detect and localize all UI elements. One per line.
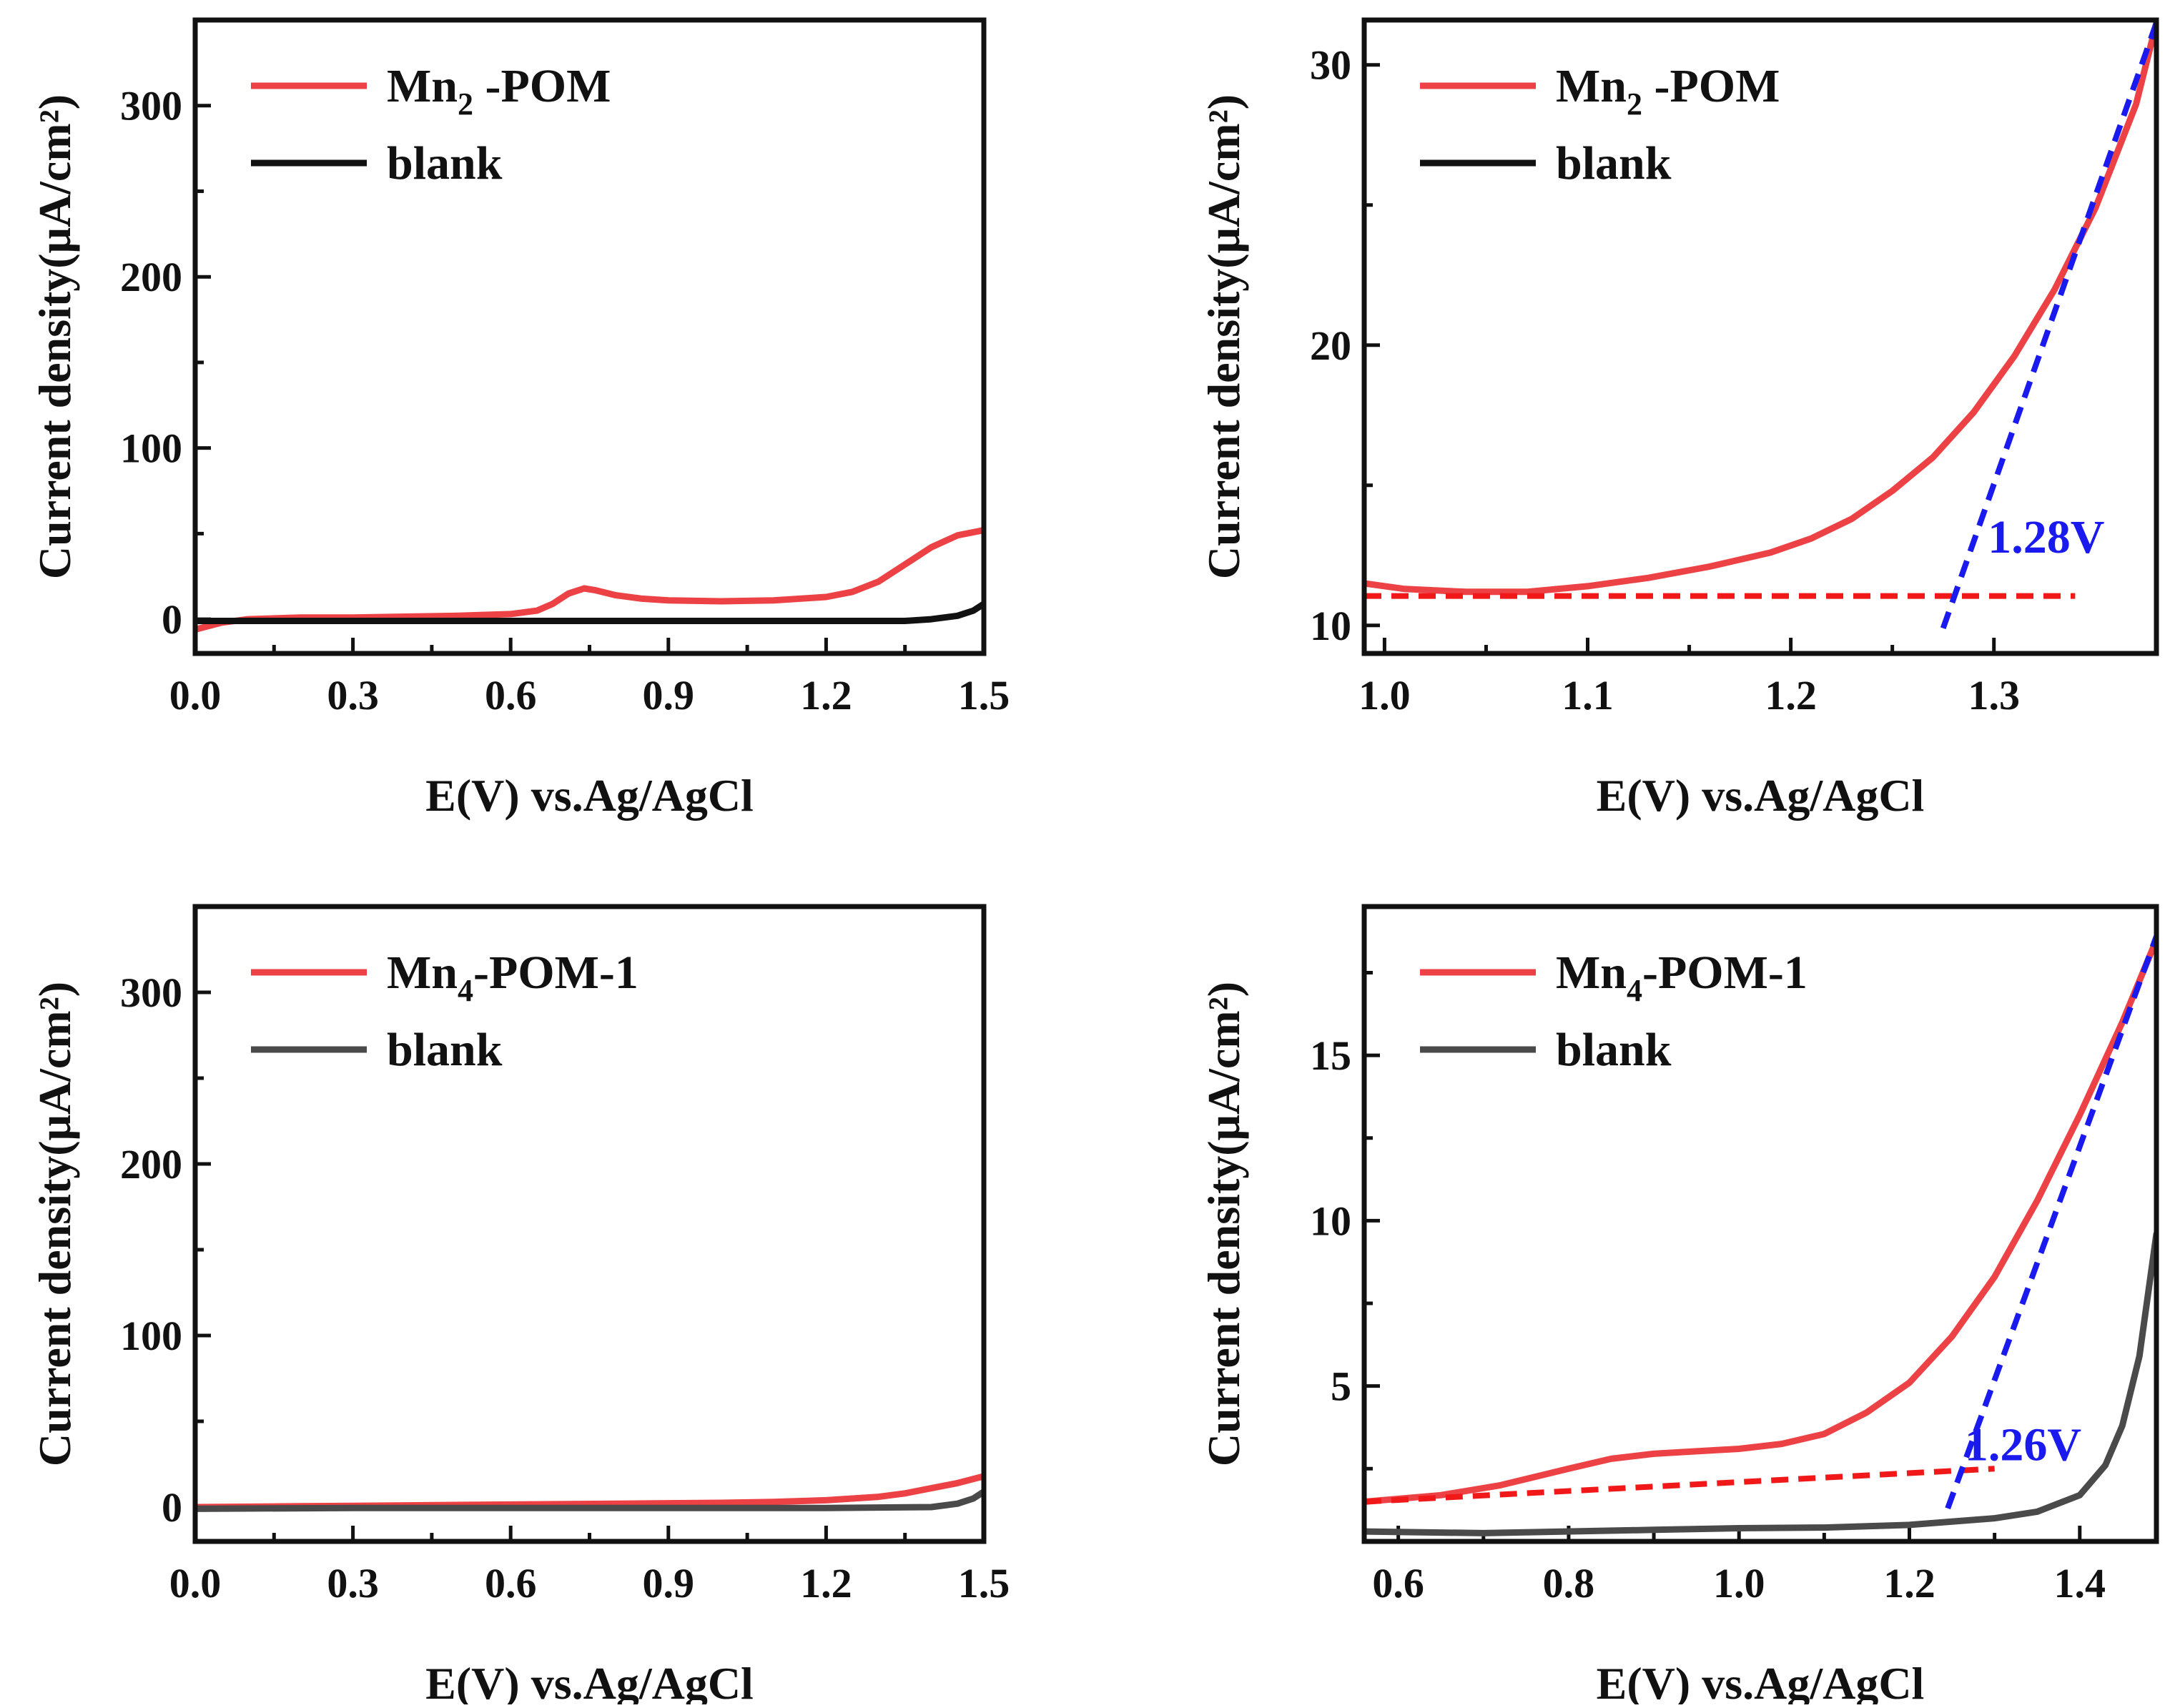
y-tick-label: 200 [120,254,182,300]
x-tick-label: 0.9 [643,1560,695,1606]
plot-frame [1361,904,2159,1544]
x-tick-label: 0.3 [327,672,379,719]
series-line [195,601,984,624]
chart-panel-b: 1.0 1.1 1.2 1.3 10 20 30 E(V) vs.Ag/AgCl Current… [1198,17,2159,821]
x-tick-label: 1.0 [1358,672,1411,719]
x-axis-label: E(V) vs.Ag/AgCl [1597,770,1925,821]
y-tick-label: 200 [120,1141,182,1188]
legend-label: Mn2 -POM [387,60,611,122]
x-tick-label: 0.6 [485,672,537,719]
x-axis-label: E(V) vs.Ag/AgCl [425,1658,754,1704]
series-line [1364,1230,2156,1536]
y-tick-label: 300 [120,969,182,1016]
plot-frame [192,17,987,656]
series-line [195,527,984,633]
x-tick-label: 0.0 [169,672,222,719]
plot-frame [192,904,987,1544]
y-tick-label: 5 [1331,1363,1351,1410]
x-tick-label: 1.5 [958,1560,1010,1606]
y-tick-label: 0 [162,1484,182,1531]
y-tick-label: 300 [120,83,182,129]
y-axis-label: Current density(μA/cm²) [1198,982,1249,1466]
x-tick-label: 1.4 [2054,1560,2106,1606]
y-axis-label: Current density(μA/cm²) [29,982,80,1466]
legend-label: Mn2 -POM [1556,60,1780,122]
onset-annotation: 1.28V [1988,511,2104,563]
y-tick-label: 10 [1310,1198,1351,1244]
legend-label: Mn4-POM-1 [1556,947,1808,1008]
tangent-guide-line [1945,935,2156,1510]
tangent-guide-line [1364,1466,1995,1505]
x-tick-label: 1.0 [1713,1560,1765,1606]
y-tick-label: 100 [120,1313,182,1359]
x-tick-label: 1.2 [800,1560,852,1606]
y-axis-label: Current density(μA/cm²) [29,94,80,579]
y-tick-label: 10 [1310,603,1351,649]
series-line [1364,20,2156,596]
x-tick-label: 1.2 [800,672,852,719]
legend-label: blank [1556,137,1672,189]
series-line [195,1488,984,1512]
y-tick-label: 0 [162,596,182,643]
x-axis-label: E(V) vs.Ag/AgCl [1597,1658,1925,1704]
x-tick-label: 1.1 [1562,672,1614,719]
y-axis-label: Current density(μA/cm²) [1198,94,1249,579]
y-tick-label: 30 [1310,42,1351,89]
chart-panel-a: 0.0 0.3 0.6 0.9 1.2 1.5 0 100 200 300 E(V) vs.Ag/A… [29,17,1010,821]
x-tick-label: 0.3 [327,1560,379,1606]
x-tick-label: 0.0 [169,1560,222,1606]
legend-label: blank [387,137,503,189]
x-tick-label: 0.6 [1372,1560,1424,1606]
legend-label: blank [1556,1024,1672,1076]
y-tick-label: 15 [1310,1032,1351,1079]
legend-label: blank [387,1024,503,1076]
y-tick-label: 100 [120,425,182,472]
plot-frame [1361,17,2159,656]
x-tick-label: 0.6 [485,1560,537,1606]
x-tick-label: 1.2 [1883,1560,1935,1606]
y-tick-label: 20 [1310,322,1351,369]
x-tick-label: 1.5 [958,672,1010,719]
chart-panel-c: 0.0 0.3 0.6 0.9 1.2 1.5 0 100 200 300 E(V) vs.Ag/A… [29,904,1010,1708]
onset-annotation: 1.26V [1965,1419,2081,1471]
x-tick-label: 0.8 [1543,1560,1595,1606]
chart-panel-d: 0.6 0.8 1.0 1.2 1.4 5 10 15 E(V) vs.Ag/AgCl Curre… [1198,904,2159,1708]
x-tick-label: 1.2 [1765,672,1817,719]
x-tick-label: 0.9 [643,672,695,719]
legend-label: Mn4-POM-1 [387,947,638,1008]
x-tick-label: 1.3 [1968,672,2020,719]
series-line [1364,936,2156,1505]
x-axis-label: E(V) vs.Ag/AgCl [425,770,754,821]
